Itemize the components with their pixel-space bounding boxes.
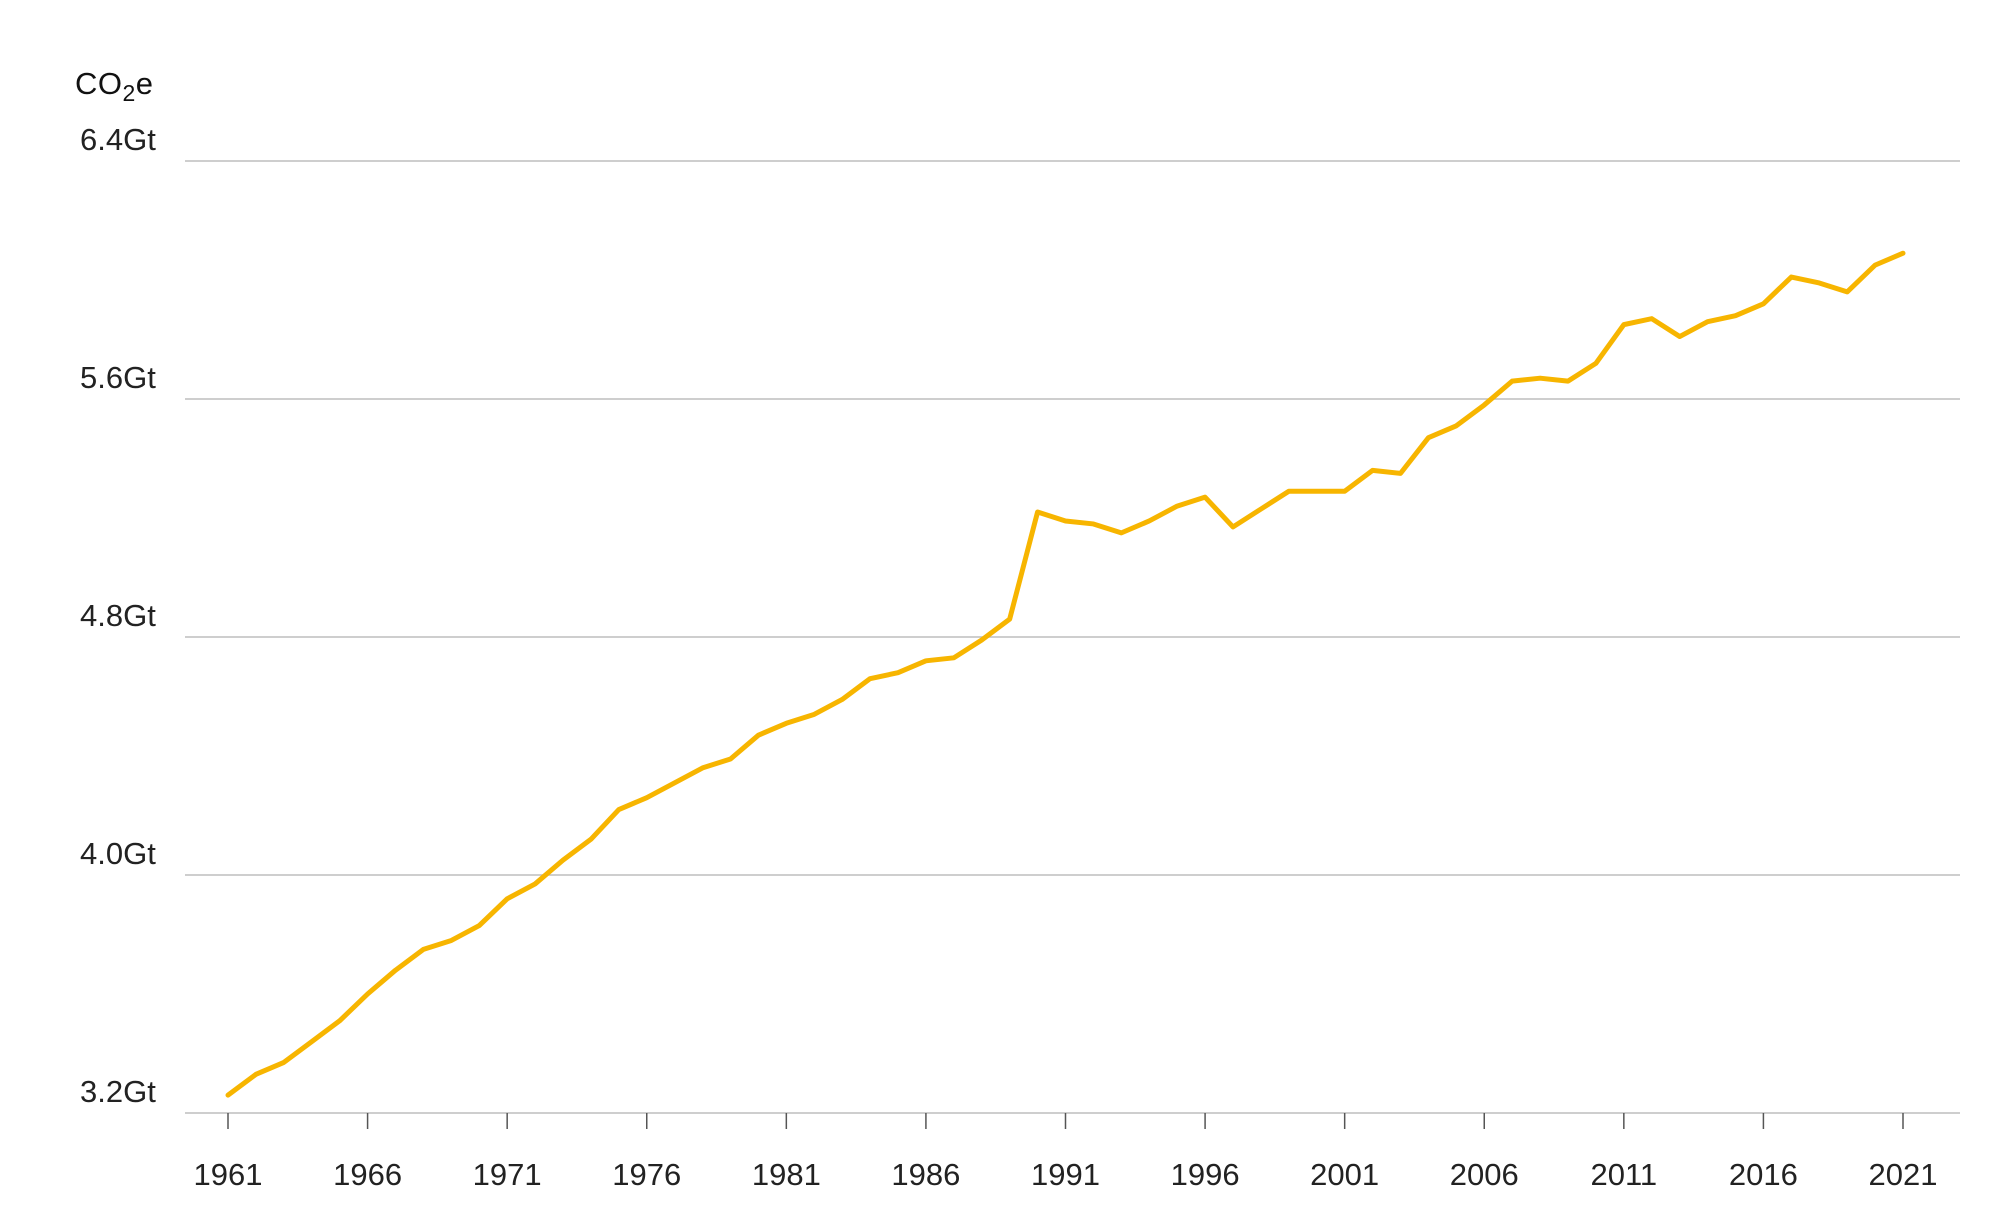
x-tick-label: 1981 — [752, 1157, 821, 1192]
x-tick-label: 1971 — [473, 1157, 542, 1192]
x-tick-label: 2016 — [1729, 1157, 1798, 1192]
x-tick-label: 1986 — [891, 1157, 960, 1192]
x-tick-label: 1976 — [612, 1157, 681, 1192]
series-layer — [225, 250, 1906, 1098]
y-tick-label: 3.2Gt — [80, 1074, 156, 1109]
x-tick-label: 2006 — [1450, 1157, 1519, 1192]
x-axis: 1961 1966 1971 1976 1981 1986 1991 1996 2001 2006… — [194, 1113, 1938, 1192]
series-line-0 — [225, 250, 1906, 1098]
y-unit-subscript: 2 — [122, 80, 136, 106]
y-tick-label: 4.0Gt — [80, 836, 156, 871]
y-unit-suffix: e — [135, 66, 154, 101]
grid-lines — [185, 160, 1960, 1114]
y-tick-label: 5.6Gt — [80, 360, 156, 395]
x-tick-label: 2021 — [1869, 1157, 1938, 1192]
y-unit-main: CO — [75, 66, 123, 101]
y-tick-label: 6.4Gt — [80, 122, 156, 157]
x-tick-label: 1991 — [1031, 1157, 1100, 1192]
x-tick-label: 1996 — [1171, 1157, 1240, 1192]
x-tick-label: 2001 — [1310, 1157, 1379, 1192]
x-tick-label: 2011 — [1590, 1157, 1657, 1192]
x-tick-label: 1961 — [194, 1157, 263, 1192]
x-tick-label: 1966 — [333, 1157, 402, 1192]
y-tick-label: 4.8Gt — [80, 598, 156, 633]
y-axis-labels: 3.2Gt 4.0Gt 4.8Gt 5.6Gt 6.4Gt — [80, 122, 156, 1109]
y-unit-label: CO2e — [75, 66, 154, 105]
